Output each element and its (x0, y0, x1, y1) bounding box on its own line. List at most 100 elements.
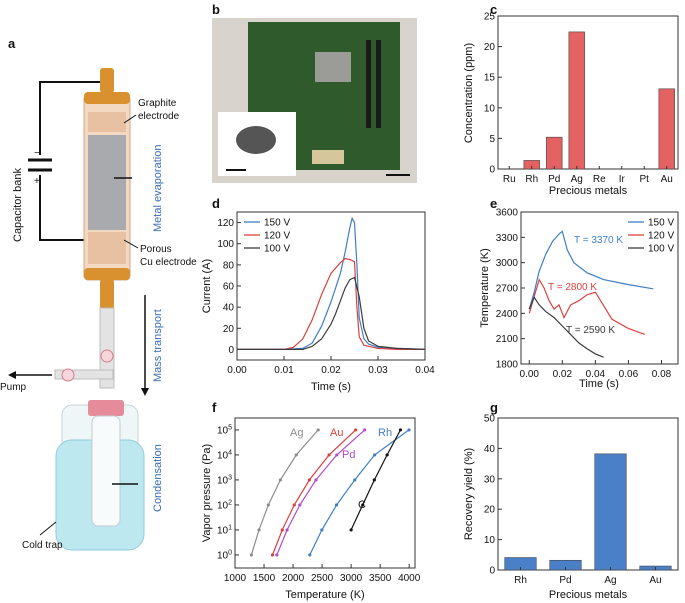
condensation-label: Condensation (152, 444, 164, 512)
chart-g-ytick-label: 50 (484, 414, 496, 425)
series-au-point (280, 528, 284, 532)
xtick-au: Au (649, 575, 661, 586)
panel-letter-e: e (490, 196, 497, 211)
legend-100-v-label: 100 V (648, 244, 674, 255)
chart-f: 1000 1500 2000 2500 3000 3500 4000 100 101 102 103… (201, 417, 421, 601)
chart-e-xtick-label: 0.04 (586, 369, 606, 380)
xtick-ag: Ag (604, 575, 616, 586)
series-au-point (307, 478, 311, 482)
series-ag-point (294, 453, 298, 457)
chart-g: 0 10 20 30 40 50 Rh Pd Ag Au Precious metals Rec… (463, 414, 679, 601)
chart-c-x-ticks: Ru Rh Pd Ag Re Ir Pt Au (503, 166, 673, 185)
chart-d-legend: 150 V 120 V 100 V (244, 218, 290, 255)
chart-f-ytick-label: 105 (217, 424, 232, 436)
bottom-electrode-rod (100, 280, 114, 308)
chart-d-xtick-label: 0.00 (227, 365, 247, 376)
pump-line (54, 369, 114, 380)
series-au-point (270, 553, 275, 557)
porous-label-1: Porous (140, 244, 172, 255)
xtick-pt: Pt (640, 174, 650, 185)
chart-d-series (237, 216, 426, 350)
series-au-point (327, 453, 331, 457)
chart-c-y-ticks: 0 5 10 15 20 25 (484, 12, 502, 176)
ram-slot-1 (366, 40, 371, 128)
series-c-point (385, 453, 389, 457)
cpu-socket (315, 52, 351, 82)
chart-f-ytick-label: 104 (217, 449, 232, 461)
chart-d-xtick-label: 0.01 (274, 365, 294, 376)
chart-e-ytick-label: 1800 (496, 360, 519, 371)
chart-d-ytick-label: 120 (217, 218, 234, 229)
chart-d-ytick-label: 60 (223, 282, 235, 293)
chart-f-xtick-label: 3000 (340, 573, 363, 584)
series-ag-point (249, 553, 254, 557)
chart-d-ylabel: Current (A) (201, 259, 213, 313)
series-rh-point (320, 528, 324, 532)
chart-f-ytick-label: 100 (217, 549, 232, 561)
chart-f-xtick-label: 4000 (398, 573, 421, 584)
xtick-rh: Rh (514, 575, 527, 586)
chart-d: 0.00 0.01 0.02 0.03 0.04 0 20 40 60 80 100 120 150 … (201, 211, 435, 393)
chart-e-legend: 150 V 120 V 100 V (628, 218, 674, 255)
series-rh-point (373, 453, 377, 457)
annotation-2800: T = 2800 K (548, 282, 597, 293)
chart-e-xtick-label: 0.00 (520, 369, 540, 380)
legend-120-v-label: 120 V (264, 231, 290, 242)
pump-label: Pump (0, 382, 27, 393)
chart-d-ytick-label: 80 (223, 260, 235, 271)
panel-letter-f: f (212, 400, 217, 415)
chart-f-xtick-label: 1000 (224, 573, 247, 584)
series-ag-point (266, 503, 270, 507)
legend-120-v-label: 120 V (648, 231, 674, 242)
chart-c-ylabel: Concentration (ppm) (463, 43, 475, 143)
series-ag-point (257, 528, 261, 532)
xtick-ru: Ru (503, 174, 516, 185)
chart-e-ytick-label: 3300 (496, 233, 519, 244)
chart-d-ytick-label: 100 (217, 239, 234, 250)
chart-e-xtick-label: 0.06 (619, 369, 639, 380)
series-c-point (398, 428, 403, 432)
wire-top (39, 81, 100, 155)
chart-f-ytick-label: 102 (217, 499, 232, 511)
io-port (312, 150, 344, 164)
series-pd-line (276, 429, 366, 556)
capacitor-bank-label: Capacitor bank (12, 168, 24, 242)
trap-stopper (88, 400, 124, 416)
series-ag-point (278, 478, 283, 482)
chart-g-bars (504, 453, 672, 571)
top-cap (84, 92, 130, 104)
capacitor-minus-sign: − (34, 148, 40, 159)
series-rh-point (334, 503, 339, 507)
xtick-au: Au (661, 174, 673, 185)
chart-g-ytick-label: 10 (484, 535, 496, 546)
ram-slot-2 (376, 40, 381, 128)
chart-f-series (249, 428, 411, 557)
pump-arrowhead (8, 371, 16, 379)
chart-e-ytick-label: 3600 (496, 208, 519, 219)
chart-g-ytick-label: 20 (484, 505, 496, 516)
series-rh-line (309, 429, 410, 556)
chart-f-xlabel: Temperature (K) (285, 589, 364, 601)
chart-c-ytick-label: 5 (489, 134, 495, 145)
transport-tube (99, 307, 115, 389)
capacitor-plus-sign: + (34, 176, 40, 187)
chart-f-xtick-label: 1500 (253, 573, 276, 584)
chart-d-xlabel: Time (s) (311, 381, 351, 393)
xtick-ir: Ir (619, 174, 626, 185)
series-c-point (361, 503, 365, 507)
chart-c: 0 5 10 15 20 25 Ru Rh Pd Ag Re Ir Pt Au Precious met… (463, 12, 679, 197)
xtick-ag: Ag (571, 174, 583, 185)
chart-c-ytick-label: 10 (484, 103, 496, 114)
series-au-line (271, 429, 357, 556)
chart-f-xtick-label: 3500 (369, 573, 392, 584)
chart-e-ytick-label: 2700 (496, 284, 519, 295)
powder-sample (236, 126, 276, 154)
panel-letter-g: g (490, 400, 498, 415)
xtick-pd: Pd (548, 174, 560, 185)
chart-g-frame (497, 417, 679, 571)
chart-c-ytick-label: 0 (489, 165, 495, 176)
sample-chamber (88, 135, 126, 230)
trap-tube (91, 415, 121, 527)
chart-f-frame (234, 417, 416, 569)
graphite-pointer (123, 114, 137, 124)
